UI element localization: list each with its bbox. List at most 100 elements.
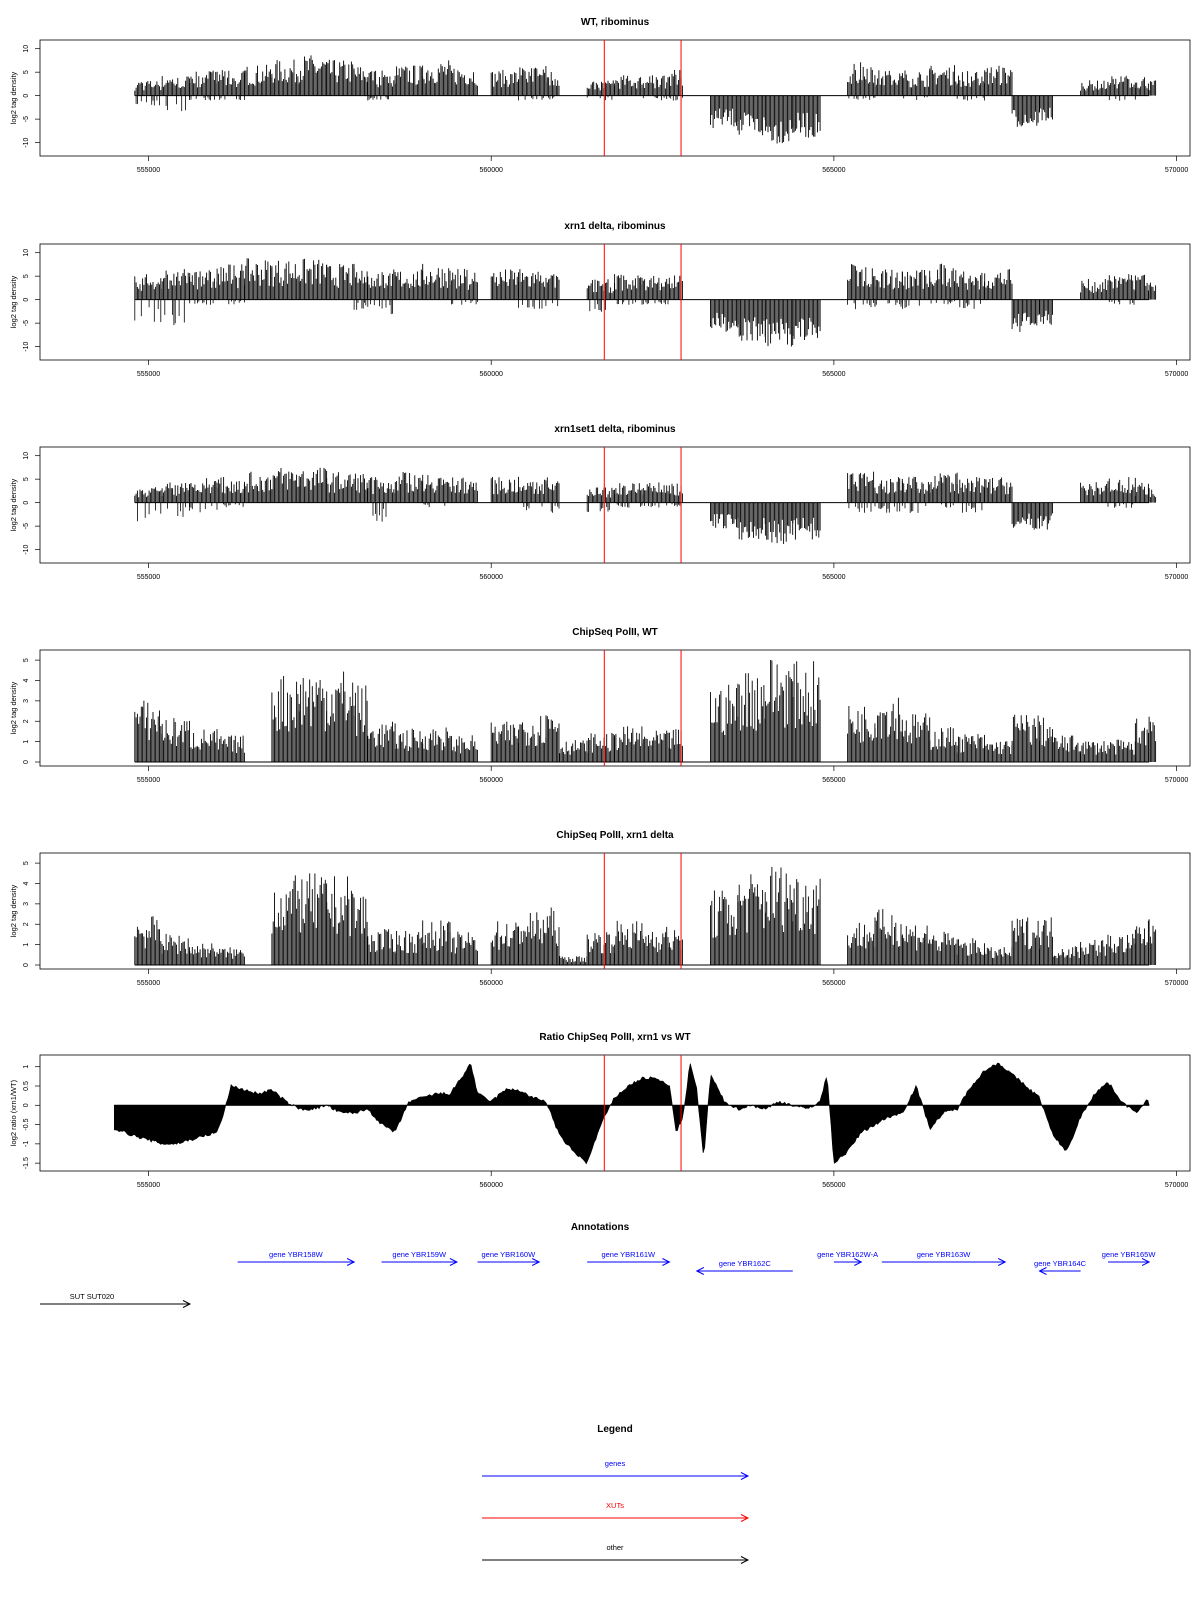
panel-title: xrn1 delta, ribominus [564,221,666,232]
gene-label: gene YBR162C [719,1259,772,1268]
gene-label: gene YBR161W [601,1250,656,1259]
plot-frame [39,39,1191,157]
x-tick-label: 565000 [822,371,845,378]
x-tick-label: 565000 [822,167,845,174]
panel-3: xrn1set1 delta, ribominus 10 5 0 -5 -10 log2 t… [9,424,1191,581]
bar-series [134,867,1157,965]
gene-arrow-head [449,1258,459,1266]
x-tick-label: 560000 [480,777,503,784]
plot-frame [39,1054,1191,1172]
gene-arrow-head [531,1258,541,1266]
y-tick-label: 0 [23,94,30,98]
x-tick-label: 565000 [822,777,845,784]
gene-arrow-head [695,1267,705,1275]
legend-arrow-gene-head [740,1472,750,1480]
panel-title: ChipSeq PolII, WT [572,627,658,638]
x-tick-label: 570000 [1165,980,1188,987]
legend-label-other: other [606,1543,624,1552]
y-tick-label: 5 [23,658,30,662]
y-axis-label: log2 ratio (xrn1/WT) [9,1079,18,1146]
gene-arrow-head [854,1258,863,1266]
annotations-panel: Annotations gene YBR158W gene YBR159W gene … [40,1222,1156,1308]
other-label: SUT SUT020 [70,1292,114,1301]
y-tick-label: 1 [23,943,30,947]
y-tick-label: 4 [23,678,30,682]
y-tick-label: -1.5 [23,1157,30,1169]
plot-frame [39,852,1191,970]
y-tick-label: 5 [23,274,30,278]
panel-6: Ratio ChipSeq PolII, xrn1 vs WT 1 0.5 0 -0.5… [9,1032,1191,1189]
x-tick-label: 570000 [1165,371,1188,378]
gene-arrow-head [1038,1267,1047,1275]
y-tick-label: 5 [23,477,30,481]
y-tick-label: -5 [23,320,30,326]
x-tick-label: 555000 [137,167,160,174]
panel-title: WT, ribominus [581,17,650,28]
x-tick-label: 555000 [137,371,160,378]
y-tick-label: -0.5 [23,1118,30,1130]
gene-arrow-head [1141,1258,1151,1266]
bar-series [134,467,1157,544]
y-tick-label: -5 [23,116,30,122]
x-tick-label: 555000 [137,574,160,581]
y-tick-label: -5 [23,523,30,529]
y-tick-label: 3 [23,902,30,906]
gene-arrow-head [662,1258,671,1266]
gene-label: gene YBR159W [392,1250,447,1259]
y-tick-label: 0.5 [23,1081,30,1091]
y-tick-label: -10 [23,137,30,147]
gene-label: gene YBR160W [482,1250,537,1259]
y-tick-label: 1 [23,1065,30,1069]
bar-series [134,258,1157,347]
y-tick-label: 2 [23,922,30,926]
x-tick-label: 560000 [480,371,503,378]
panel-4: ChipSeq PolII, WT 5 4 3 2 1 0 log2 tag density 5… [9,627,1191,784]
bar-series [134,55,1157,144]
other-arrow-head [182,1300,192,1308]
y-tick-label: -1 [23,1141,30,1147]
y-tick-label: 0 [23,963,30,967]
y-axis-label: log2 tag density [9,275,18,328]
annotations-title: Annotations [571,1222,630,1233]
x-tick-label: 560000 [480,574,503,581]
x-tick-label: 570000 [1165,574,1188,581]
x-tick-label: 560000 [480,167,503,174]
panel-title: Ratio ChipSeq PolII, xrn1 vs WT [539,1032,690,1043]
legend-arrow-xut-head [740,1514,750,1522]
y-tick-label: 10 [23,452,30,460]
y-tick-label: 10 [23,249,30,257]
plot-frame [39,243,1191,361]
plot-frame [39,649,1191,767]
gene-label: gene YBR162W-A [817,1250,878,1259]
x-tick-label: 565000 [822,1182,845,1189]
gene-arrow-head [346,1258,356,1266]
plot-frame [39,446,1191,564]
panel-5: ChipSeq PolII, xrn1 delta 5 4 3 2 1 0 log2 tag … [9,830,1191,987]
x-tick-label: 555000 [137,777,160,784]
panel-title: ChipSeq PolII, xrn1 delta [556,830,674,841]
legend-arrow-other-head [740,1556,750,1564]
y-tick-label: 5 [23,861,30,865]
x-tick-label: 570000 [1165,167,1188,174]
y-tick-label: 0 [23,760,30,764]
x-tick-label: 555000 [137,980,160,987]
x-tick-label: 570000 [1165,1182,1188,1189]
gene-label: gene YBR163W [917,1250,972,1259]
y-tick-label: 0 [23,298,30,302]
y-tick-label: 0 [23,1103,30,1107]
y-tick-label: 10 [23,45,30,53]
gene-arrow-head [997,1258,1007,1266]
y-axis-label: log2 tag density [9,884,18,937]
ratio-area [113,1062,1150,1165]
y-tick-label: 5 [23,70,30,74]
y-tick-label: 2 [23,719,30,723]
x-tick-label: 570000 [1165,777,1188,784]
panel-1: WT, ribominus 10 5 0 -5 -10 log2 tag density 55… [9,17,1191,174]
y-tick-label: 3 [23,699,30,703]
y-tick-label: 4 [23,881,30,885]
y-axis-label: log2 tag density [9,681,18,734]
legend-panel: Legend genes XUTs other [482,1424,750,1564]
legend-label-gene: genes [605,1459,626,1468]
x-tick-label: 565000 [822,980,845,987]
